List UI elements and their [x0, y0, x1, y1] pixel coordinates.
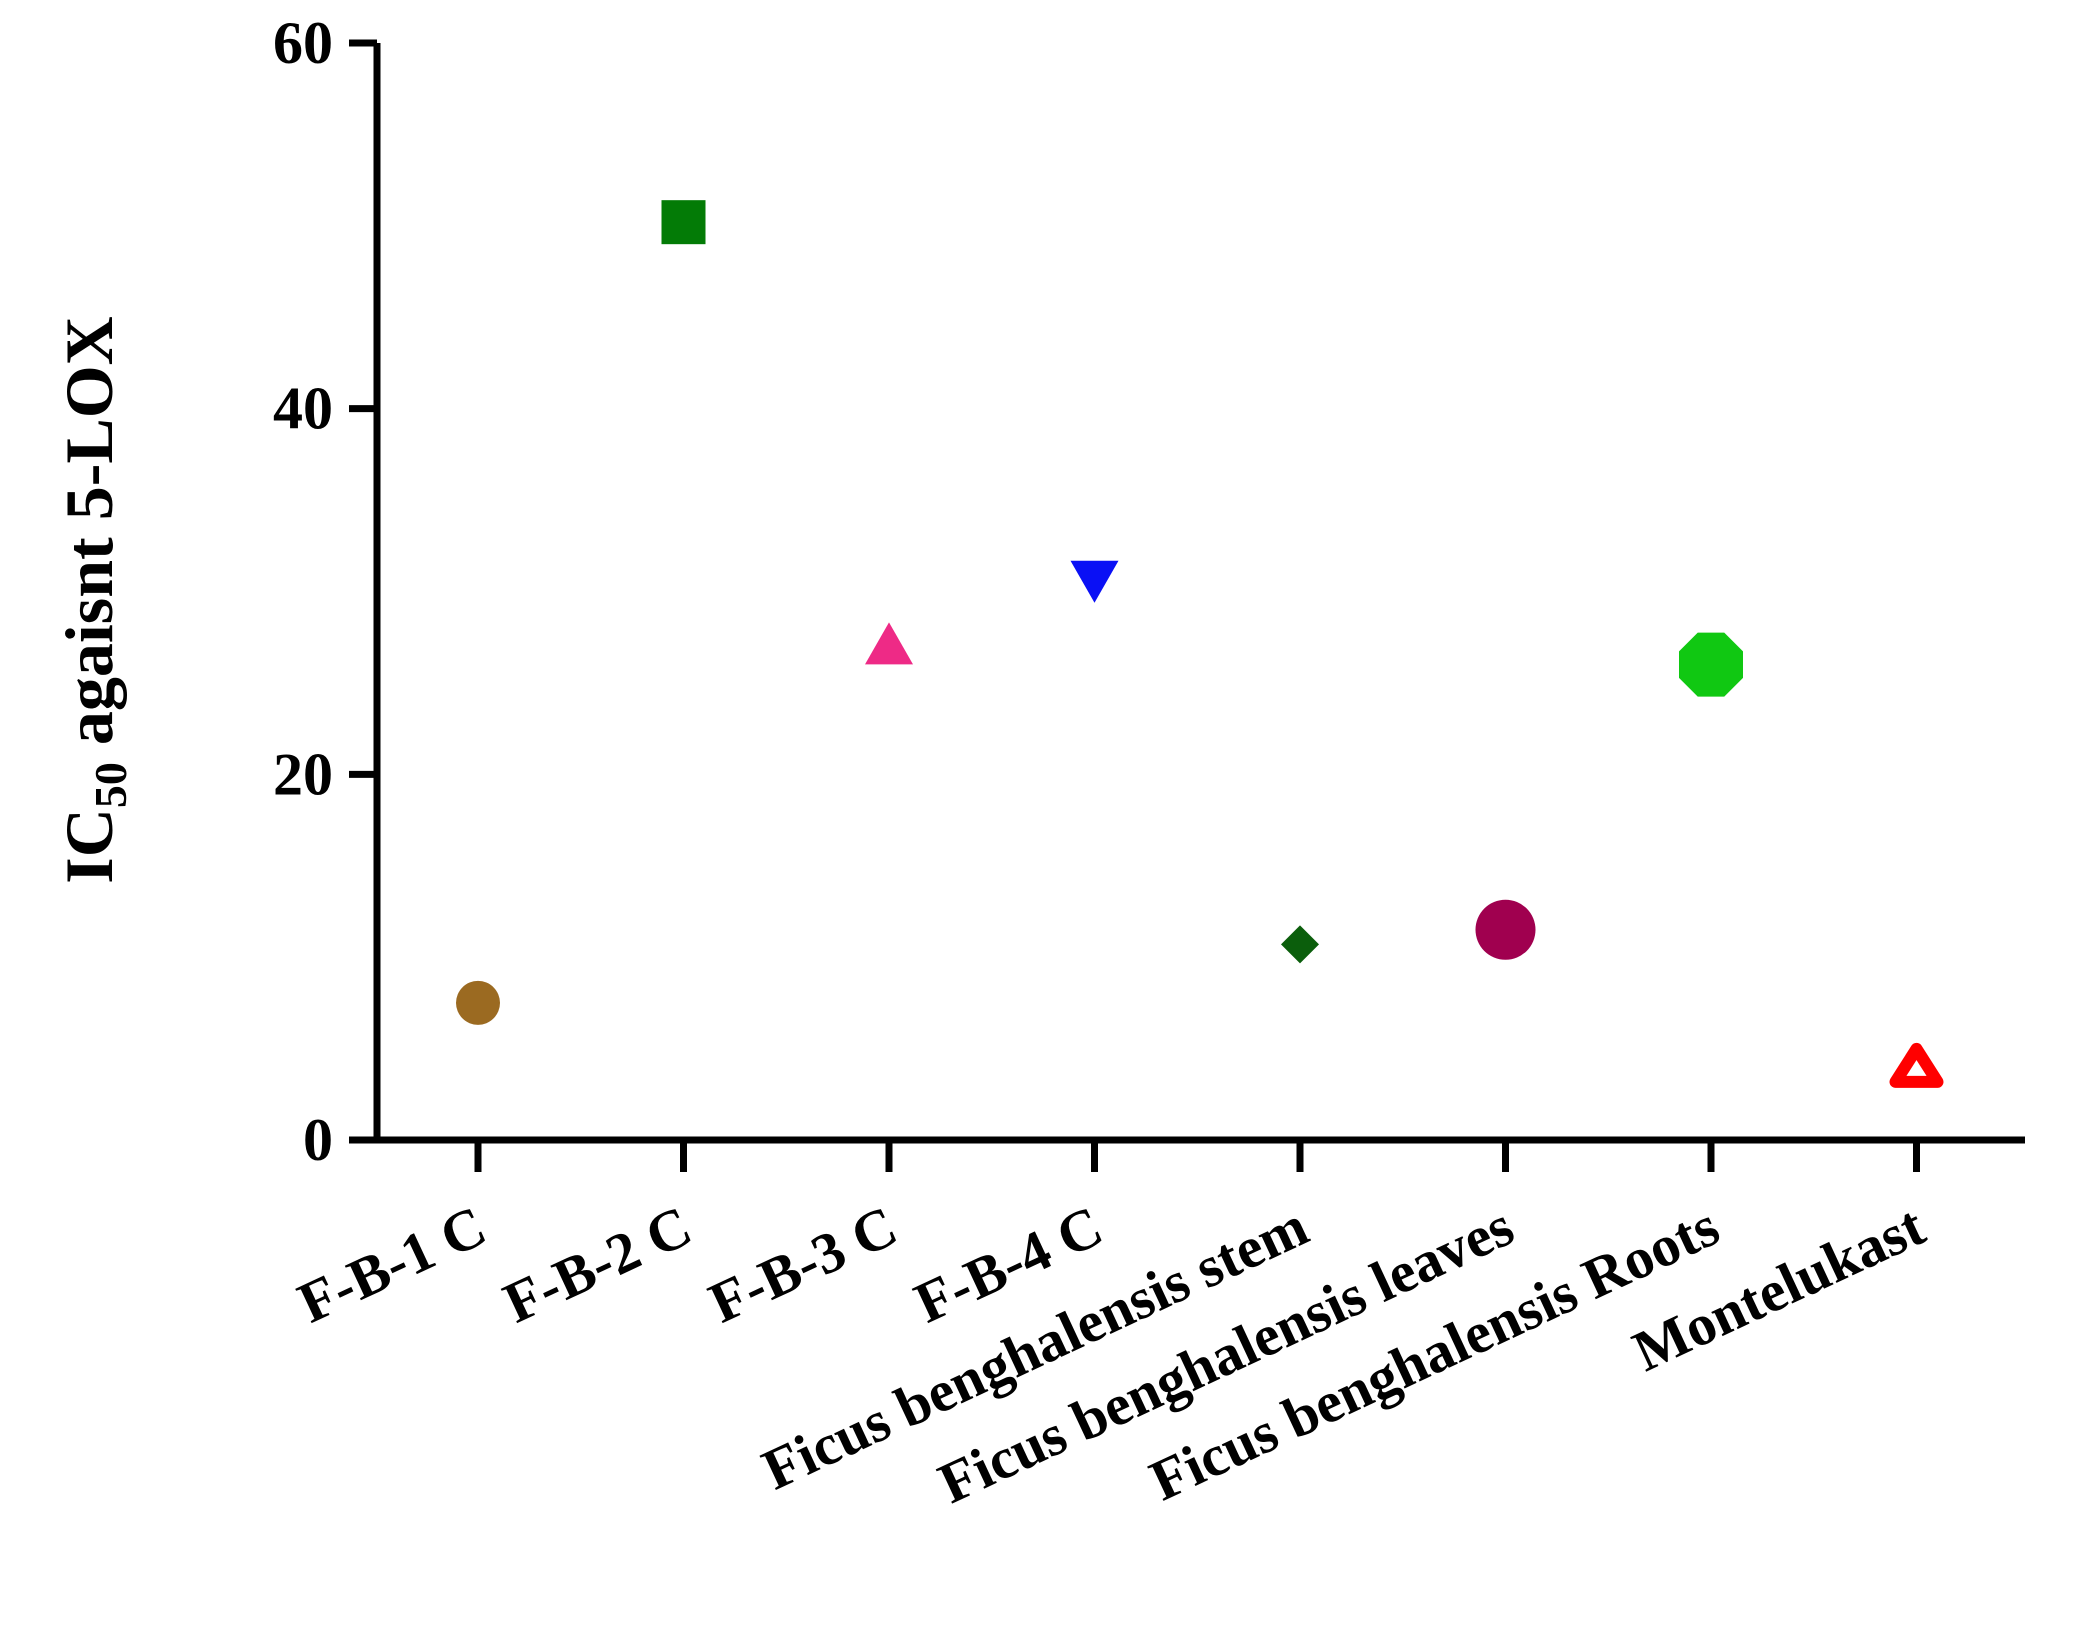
axes — [373, 43, 2025, 1144]
data-point — [1679, 632, 1743, 697]
data-point — [1070, 560, 1119, 603]
data-points — [456, 200, 1944, 1088]
data-point — [1475, 899, 1536, 960]
x-tick-label: F-B-1 C — [288, 1193, 495, 1336]
axis-lines — [373, 43, 2025, 1144]
svg-text:IC50 agaisnt 5-LOX: IC50 agaisnt 5-LOX — [51, 316, 136, 883]
y-tick-label: 0 — [303, 1107, 333, 1173]
y-tick-label: 20 — [273, 741, 333, 807]
x-tick-label: F-B-2 C — [494, 1193, 701, 1336]
y-axis-label-prefix: IC — [51, 808, 127, 884]
y-axis-label-suffix: agaisnt 5-LOX — [51, 316, 127, 762]
data-point — [661, 200, 706, 245]
y-axis-label: IC50 agaisnt 5-LOX — [51, 316, 136, 883]
y-ticks: 0 20 40 60 — [273, 10, 377, 1173]
y-tick-label: 60 — [273, 10, 333, 76]
data-point — [865, 622, 913, 665]
x-tick-label: F-B-3 C — [699, 1193, 906, 1336]
y-tick-label: 40 — [273, 376, 333, 442]
data-point — [1889, 1042, 1944, 1088]
data-point — [1281, 925, 1319, 964]
y-axis-label-subscript: 50 — [85, 762, 136, 808]
data-point — [456, 980, 500, 1025]
